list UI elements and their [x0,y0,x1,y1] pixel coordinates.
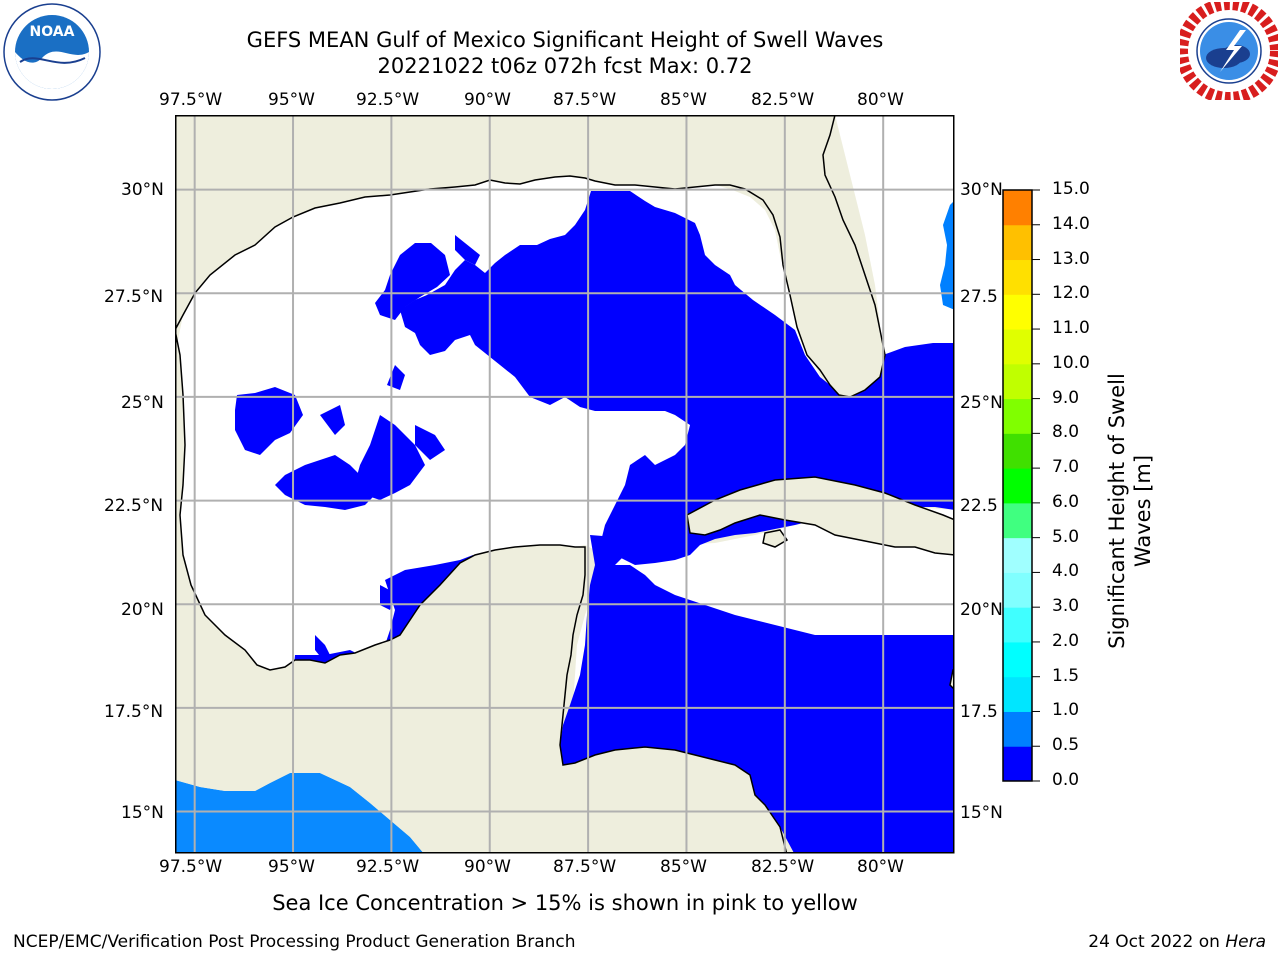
colorbar-tick-label-6: 9.0 [1052,387,1080,408]
colorbar-label: Significant Height of Swell Waves [m] [1104,351,1156,671]
colorbar-tick-label-16: 0.5 [1052,735,1080,756]
colorbar-band-13 [1003,294,1032,330]
coastlines [175,115,954,853]
colorbar-band-6 [1003,537,1032,573]
lat-label-right-22.5: 22.5 [960,496,998,516]
lon-label-top-92.5: 92.5°W [356,90,420,110]
lon-label-bottom-92.5: 92.5°W [356,857,420,877]
lon-label-top-97.5: 97.5°W [159,90,223,110]
lat-label-right-17.5: 17.5 [960,702,998,722]
lat-label-right-20: 20°N [960,600,1003,620]
lon-label-bottom-87.5: 87.5°W [553,857,617,877]
colorbar-band-2 [1003,676,1032,712]
colorbar-tick-label-1: 14.0 [1052,213,1090,234]
noaa-logo: NOAA [2,2,102,106]
colorbar-band-16 [1003,190,1032,226]
lat-label-left-27.5: 27.5°N [104,287,164,307]
colorbar-tick-label-0: 15.0 [1052,179,1090,199]
lon-label-bottom-80: 80°W [857,857,904,877]
gridlines [175,115,954,853]
colorbar-tick-label-12: 3.0 [1052,596,1080,617]
lon-label-bottom-95: 95°W [268,857,315,877]
lon-label-bottom-97.5: 97.5°W [159,857,223,877]
nws-logo [1176,0,1280,104]
lat-label-right-27.5: 27.5 [960,287,998,307]
map-panel [175,115,955,859]
colorbar [1002,188,1042,787]
lon-label-top-95: 95°W [268,90,315,110]
colorbar-tick-label-9: 6.0 [1052,491,1080,512]
colorbar-tick-label-11: 4.0 [1052,561,1080,582]
colorbar-band-14 [1003,259,1032,295]
lat-label-right-30: 30°N [960,180,1003,200]
lat-label-right-15: 15°N [960,803,1003,823]
colorbar-band-15 [1003,224,1032,261]
lon-label-top-82.5: 82.5°W [751,90,815,110]
map-svg [175,115,955,854]
colorbar-band-3 [1003,641,1032,678]
run-host: Hera [1225,932,1266,952]
colorbar-band-9 [1003,433,1032,469]
sea-ice-note: Sea Ice Concentration > 15% is shown in … [272,891,858,915]
chart-title: GEFS MEAN Gulf of Mexico Significant Hei… [246,28,884,52]
colorbar-band-8 [1003,468,1032,504]
lat-label-right-25: 25°N [960,393,1003,413]
pacific-swell [175,773,424,853]
colorbar-tick-label-8: 7.0 [1052,457,1080,478]
colorbar-tick-label-10: 5.0 [1052,526,1080,547]
branch-credit: NCEP/EMC/Verification Post Processing Pr… [13,932,576,952]
run-date: 24 Oct 2022 on Hera [1088,932,1266,952]
run-date-text: 24 Oct 2022 on [1088,932,1226,952]
colorbar-tick-label-3: 12.0 [1052,283,1090,304]
colorbar-tick-label-7: 8.0 [1052,422,1080,443]
colorbar-label-line1: Significant Height of Swell [1105,373,1129,649]
colorbar-tick-label-2: 13.0 [1052,248,1090,269]
colorbar-band-0 [1003,746,1032,782]
colorbar-tick-label-13: 2.0 [1052,630,1080,651]
colorbar-tick-label-15: 1.0 [1052,700,1080,721]
lat-label-left-30: 30°N [121,180,164,200]
lon-label-top-85: 85°W [660,90,707,110]
colorbar-band-11 [1003,363,1032,400]
colorbar-band-4 [1003,607,1032,643]
lat-label-left-20: 20°N [121,600,164,620]
lat-label-left-15: 15°N [121,803,164,823]
lon-label-top-87.5: 87.5°W [553,90,617,110]
map-border [175,115,955,854]
colorbar-band-7 [1003,502,1032,539]
colorbar-band-10 [1003,398,1032,434]
noaa-logo-text: NOAA [30,24,75,40]
atlantic-water [835,115,954,395]
colorbar-tick-label-14: 1.5 [1052,665,1080,686]
colorbar-svg [1002,189,1040,782]
lat-label-left-22.5: 22.5°N [104,496,164,516]
colorbar-tick-label-5: 10.0 [1052,352,1090,373]
colorbar-band-12 [1003,329,1032,365]
chart-subtitle: 20221022 t06z 072h fcst Max: 0.72 [377,54,753,78]
lat-label-left-25: 25°N [121,393,164,413]
lon-label-bottom-90: 90°W [464,857,511,877]
atlantic-swell [940,201,954,310]
lon-label-top-90: 90°W [464,90,511,110]
colorbar-border [1002,189,1033,782]
colorbar-tick-label-17: 0.0 [1052,770,1080,790]
colorbar-label-line2: Waves [m] [1131,454,1155,568]
lon-label-bottom-82.5: 82.5°W [751,857,815,877]
lon-label-bottom-85: 85°W [660,857,707,877]
lat-label-left-17.5: 17.5°N [104,702,164,722]
colorbar-band-5 [1003,572,1032,608]
lon-label-top-80: 80°W [857,90,904,110]
colorbar-tick-label-4: 11.0 [1052,318,1090,339]
colorbar-band-1 [1003,711,1032,747]
